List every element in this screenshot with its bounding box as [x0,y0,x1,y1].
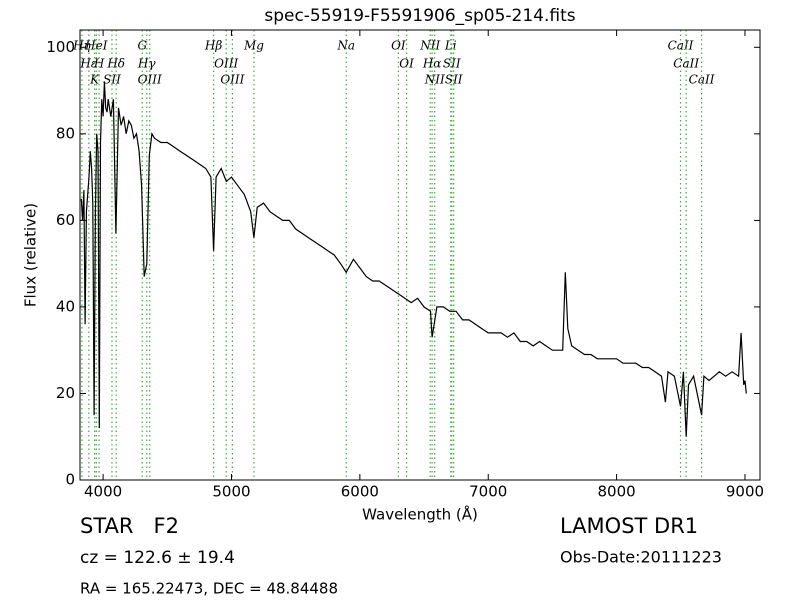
redshift: cz = 122.6 ± 19.4 [80,548,235,568]
x-tick-label: 9000 [726,483,764,501]
x-tick-label: 6000 [341,483,379,501]
class-label: STAR F2 [80,514,179,538]
x-tick-label: 4000 [84,483,122,501]
spectral-line-label: CaII [673,57,699,71]
spectral-line-label: Hα [422,57,442,71]
spectral-line-label: G [137,39,147,53]
spectral-line-label: OI [391,39,406,53]
spectral-line-label: OIII [138,73,162,87]
spectral-line-label: NII [424,73,445,87]
x-tick-label: 5000 [212,483,250,501]
spectral-line-label: SII [103,73,121,87]
spectral-line-label: K [89,73,100,87]
spectral-line-label: OI [399,57,414,71]
y-tick-label: 80 [56,124,75,142]
spectrum-line [80,81,747,437]
spectral-line-label: Mg [243,39,264,53]
y-axis-label: Flux (relative) [22,203,40,307]
spectral-line-label: Hε [79,57,97,71]
spectral-line-label: NII [419,39,440,53]
coordinates: RA = 165.22473, DEC = 48.84488 [80,580,338,598]
x-axis-label: Wavelength (Å) [362,505,478,524]
spectral-line-label: Hβ [204,39,222,53]
survey: LAMOST DR1 [560,514,698,538]
spectral-line-label: SII [443,57,461,71]
spectral-line-label: OIII [214,57,238,71]
obs-date: Obs-Date:20111223 [560,548,722,567]
x-tick-label: 7000 [469,483,507,501]
spectral-line-label: Hγ [137,57,156,71]
x-tick-label: 8000 [598,483,636,501]
spectral-line-label: H [93,57,105,71]
spectral-line-label: Na [336,39,355,53]
chart-title: spec-55919-F5591906_sp05-214.fits [264,6,575,26]
spectral-line-label: OIII [220,73,244,87]
plot-frame [79,29,761,481]
y-tick-label: 60 [56,211,75,229]
y-tick-label: 20 [56,384,75,402]
spectral-line-label: Hδ [106,57,125,71]
spectral-line-label: Li [444,39,457,53]
y-tick-label: 100 [46,38,75,56]
spectral-line-label: HeI [84,39,108,53]
y-tick-label: 0 [65,471,75,489]
y-tick-label: 40 [56,297,75,315]
spectral-line-label: SII [445,73,463,87]
spectral-line-label: CaII [689,73,715,87]
spectral-line-label: CaII [668,39,694,53]
spectral-line-label: Hη [72,39,91,53]
